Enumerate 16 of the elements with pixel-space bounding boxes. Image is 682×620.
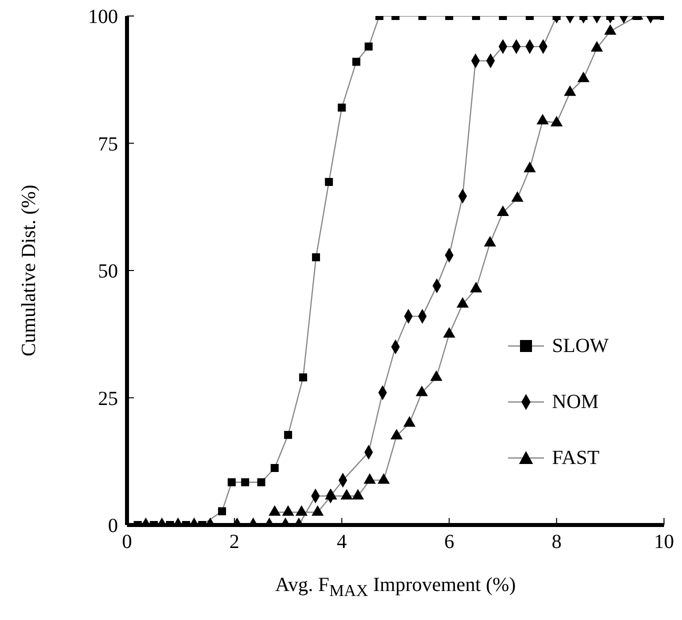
- x-tick-label: 4: [336, 531, 347, 554]
- x-axis-title: Avg. F$_{MAX}$ Improvement (%): [274, 574, 517, 601]
- legend-label: SLOW: [552, 334, 609, 358]
- x-tick-label: 2: [229, 531, 240, 554]
- x-tick-label: 10: [654, 531, 674, 554]
- x-tick-label: 6: [444, 531, 454, 554]
- x-tick-label: 0: [122, 531, 132, 554]
- y-tick-label: 25: [98, 388, 118, 410]
- y-tick-label: 0: [108, 515, 118, 538]
- y-tick-label: 100: [88, 6, 118, 28]
- x-tick-label: 8: [552, 531, 562, 554]
- legend-label: FAST: [552, 446, 600, 470]
- y-tick-label: 50: [98, 260, 118, 283]
- y-tick-label: 75: [98, 133, 118, 156]
- y-axis-title: Cumulative Dist. (%): [18, 184, 40, 356]
- legend-label: NOM: [552, 390, 599, 414]
